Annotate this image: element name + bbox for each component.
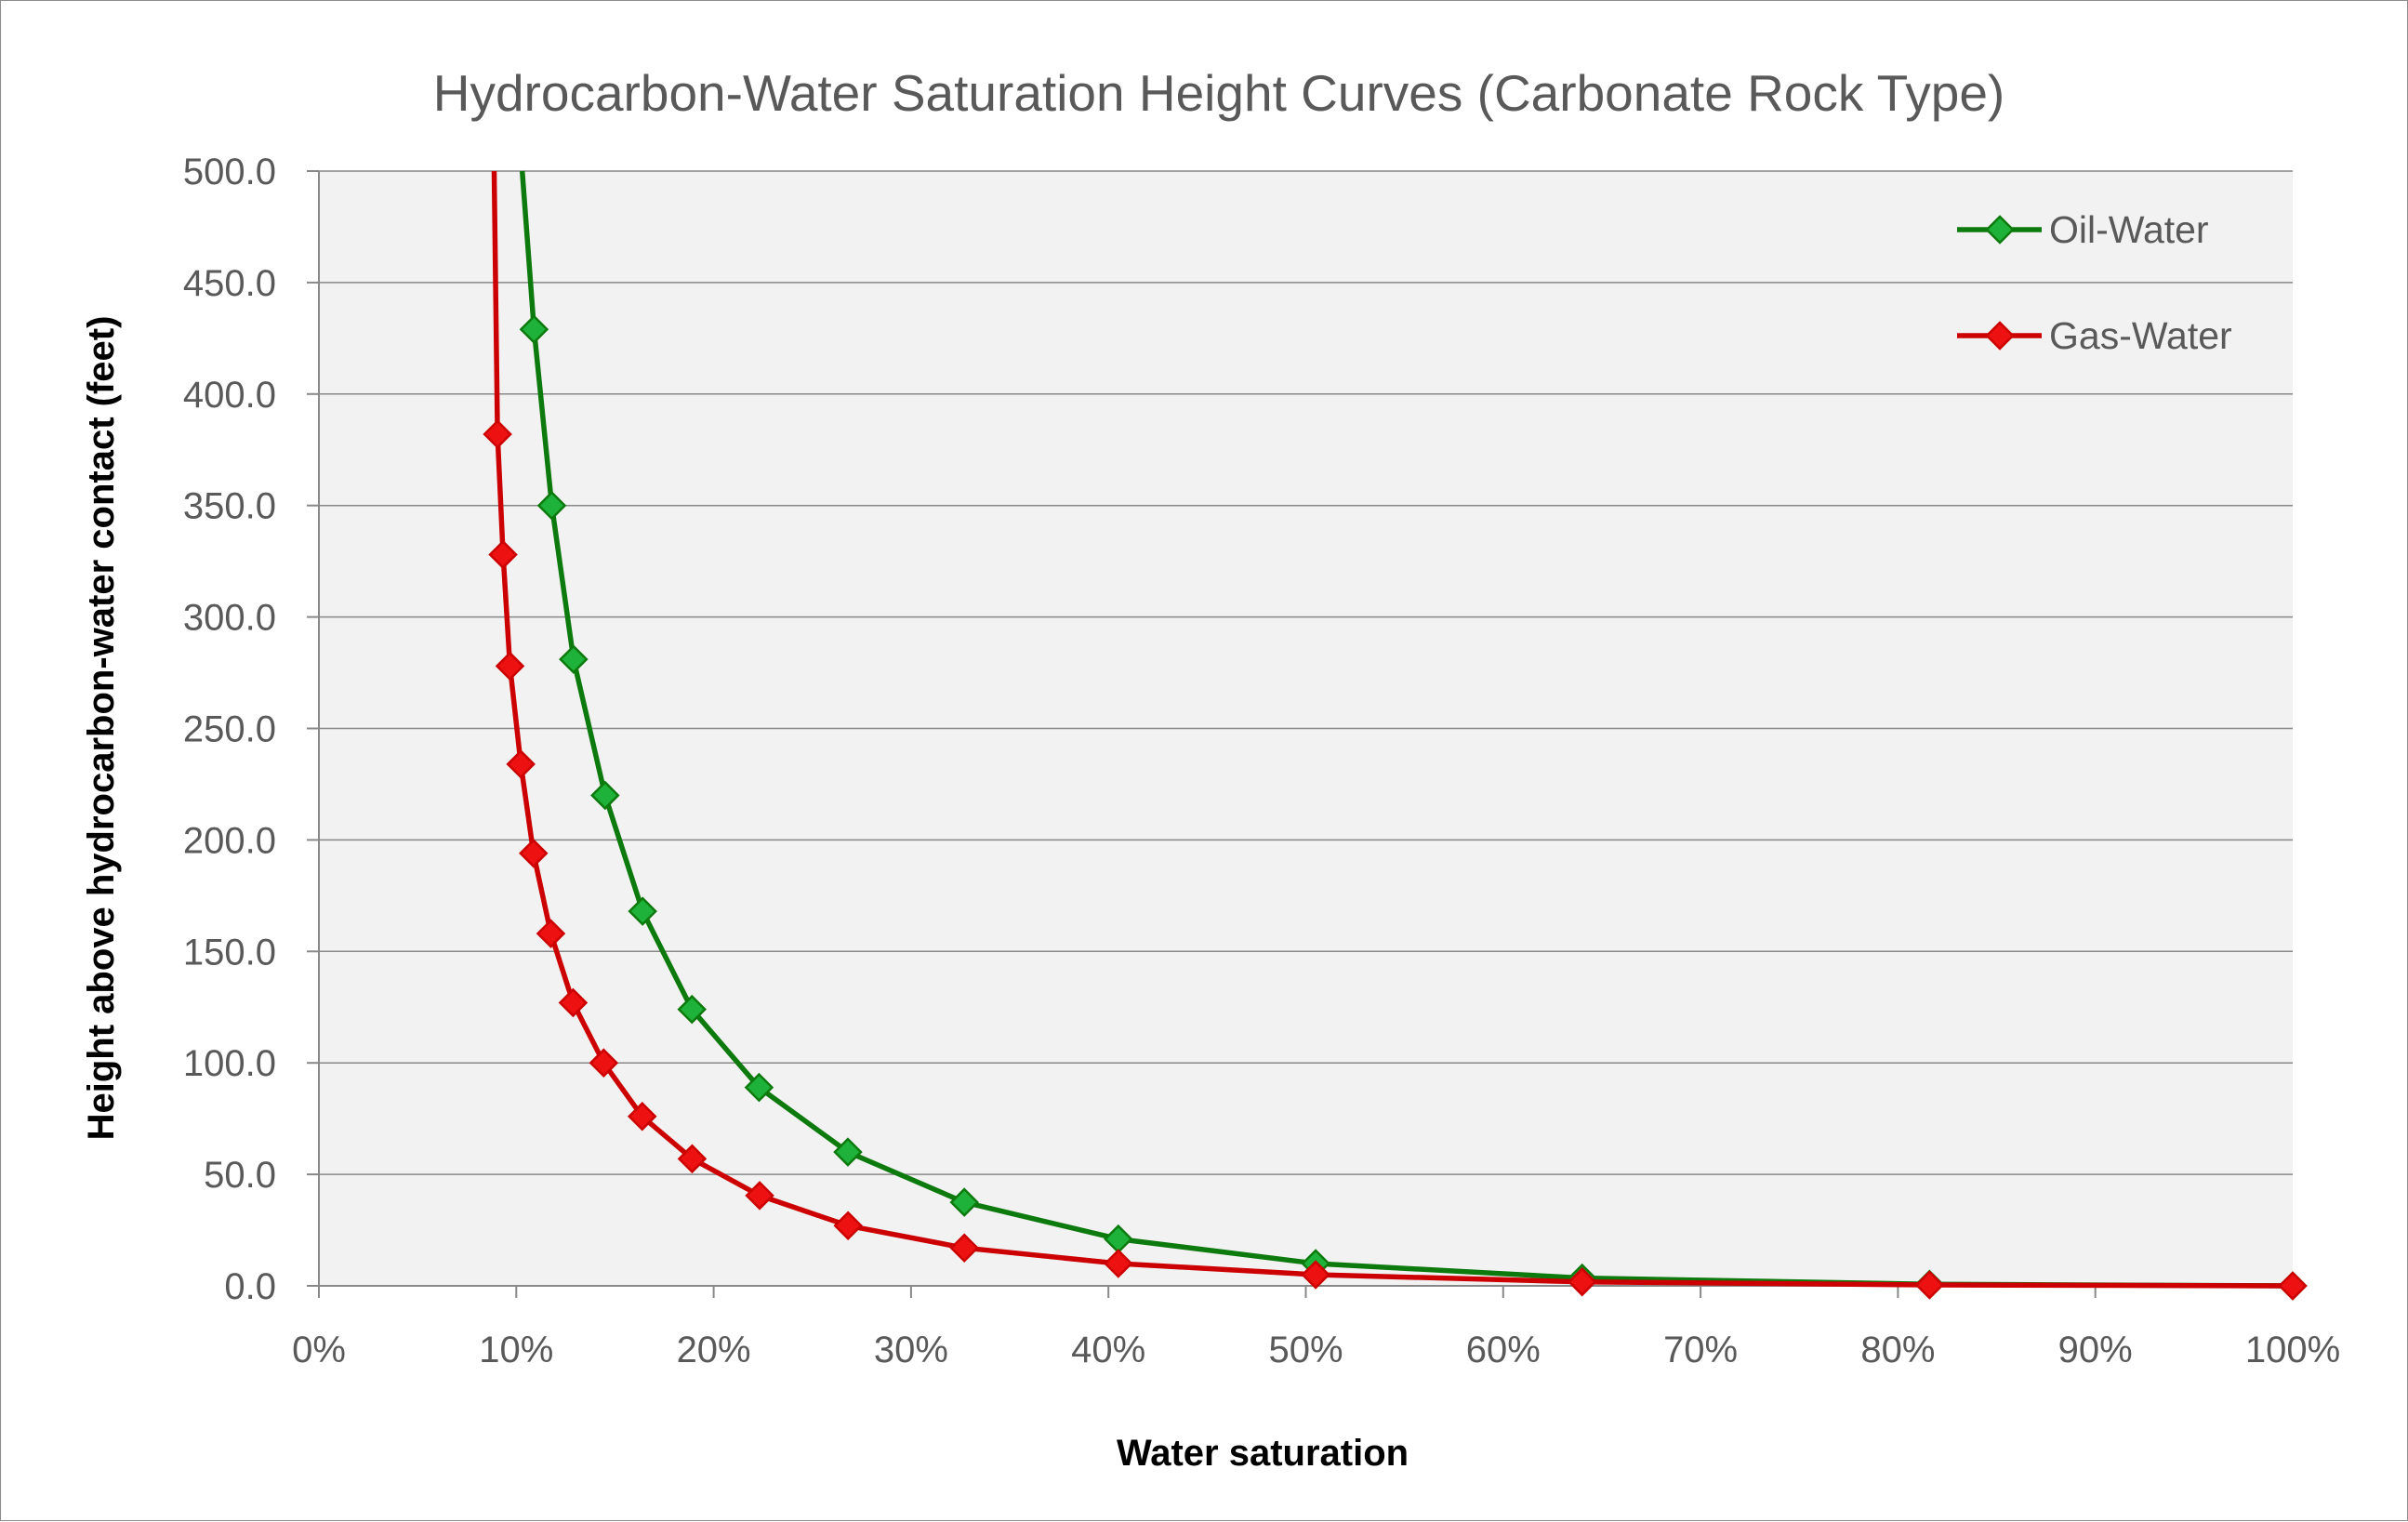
data-point-gas-water (589, 1048, 619, 1078)
data-point-oil-water (519, 314, 549, 345)
y-tick-label: 50.0 (204, 1155, 276, 1196)
data-point-oil-water (744, 1072, 774, 1103)
legend-marker-gas-water (1985, 321, 2015, 351)
x-axis-title: Water saturation (1117, 1433, 1409, 1474)
legend: Oil-Water Gas-Water (1957, 208, 2232, 357)
legend-label-oil-water: Oil-Water (2049, 208, 2209, 251)
y-tick-label: 0.0 (224, 1266, 276, 1307)
data-point-oil-water (628, 896, 657, 926)
x-tick-label: 80% (1860, 1330, 1935, 1370)
data-point-gas-water (483, 419, 512, 449)
y-tick-label: 150.0 (183, 932, 276, 973)
data-point-gas-water (506, 749, 536, 779)
y-tick-label: 350.0 (183, 486, 276, 527)
data-point-gas-water (949, 1233, 979, 1263)
data-point-gas-water (2278, 1271, 2308, 1301)
y-tick-label: 450.0 (183, 263, 276, 304)
data-point-oil-water (833, 1137, 863, 1167)
data-point-gas-water (1567, 1266, 1597, 1297)
x-tick-label: 60% (1466, 1330, 1541, 1370)
data-point-gas-water (488, 539, 518, 570)
x-tick-label: 0% (292, 1330, 346, 1370)
chart-title: Hydrocarbon-Water Saturation Height Curv… (433, 64, 2004, 122)
data-point-oil-water (536, 490, 567, 521)
data-point-gas-water (745, 1181, 774, 1211)
y-tick-label: 250.0 (183, 709, 276, 750)
data-point-gas-water (627, 1101, 657, 1132)
x-tick-label: 40% (1071, 1330, 1145, 1370)
data-point-gas-water (519, 839, 549, 868)
y-tick-label: 200.0 (183, 820, 276, 861)
y-tick-label: 300.0 (183, 598, 276, 639)
legend-label-gas-water: Gas-Water (2049, 314, 2232, 357)
data-point-gas-water (558, 987, 589, 1018)
y-tick-label: 100.0 (183, 1043, 276, 1084)
x-tick-label: 20% (677, 1330, 751, 1370)
legend-marker-oil-water (1985, 215, 2015, 245)
data-point-gas-water (1104, 1249, 1133, 1278)
data-point-gas-water (1914, 1270, 1945, 1300)
x-tick-label: 100% (2245, 1330, 2340, 1370)
x-tick-label: 90% (2058, 1330, 2133, 1370)
data-point-gas-water (495, 651, 525, 682)
data-point-oil-water (590, 780, 620, 811)
y-axis-title: Height above hydrocarbon-water contact (… (81, 316, 122, 1141)
x-tick-label: 70% (1663, 1330, 1738, 1370)
data-point-gas-water (677, 1144, 708, 1174)
data-point-oil-water (677, 994, 708, 1025)
data-point-oil-water (559, 644, 589, 674)
x-tick-label: 30% (874, 1330, 948, 1370)
data-point-gas-water (833, 1211, 863, 1241)
data-point-gas-water (1301, 1260, 1330, 1290)
data-point-gas-water (536, 919, 566, 948)
y-tick-label: 500.0 (183, 152, 276, 192)
data-point-oil-water (949, 1187, 979, 1217)
x-tick-label: 50% (1268, 1330, 1343, 1370)
x-tick-label: 10% (479, 1330, 553, 1370)
y-tick-label: 400.0 (183, 375, 276, 416)
